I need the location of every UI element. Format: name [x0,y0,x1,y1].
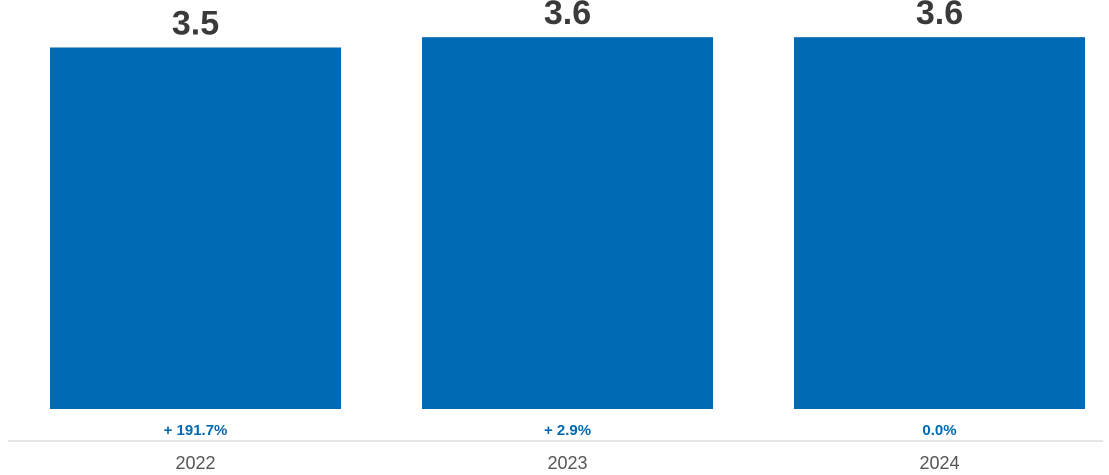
value-label-2024: 3.6 [916,0,963,32]
bar-2024 [794,37,1085,410]
change-labels-group: + 191.7% + 2.9% 0.0% [164,422,957,439]
x-tick-labels-group: 2022 2023 2024 [175,453,959,473]
x-tick-label-2023: 2023 [547,453,587,473]
value-label-2023: 3.6 [544,0,591,32]
bar-2023 [422,37,713,410]
bar-2022 [50,47,341,409]
change-label-2024: 0.0% [922,422,956,439]
value-label-2022: 3.5 [172,4,219,42]
change-label-2022: + 191.7% [164,422,228,439]
change-label-2023: + 2.9% [544,422,591,439]
bars-group [50,37,1085,410]
x-tick-label-2024: 2024 [919,453,959,473]
x-tick-label-2022: 2022 [175,453,215,473]
value-labels-group: 3.5 3.6 3.6 [172,0,963,42]
